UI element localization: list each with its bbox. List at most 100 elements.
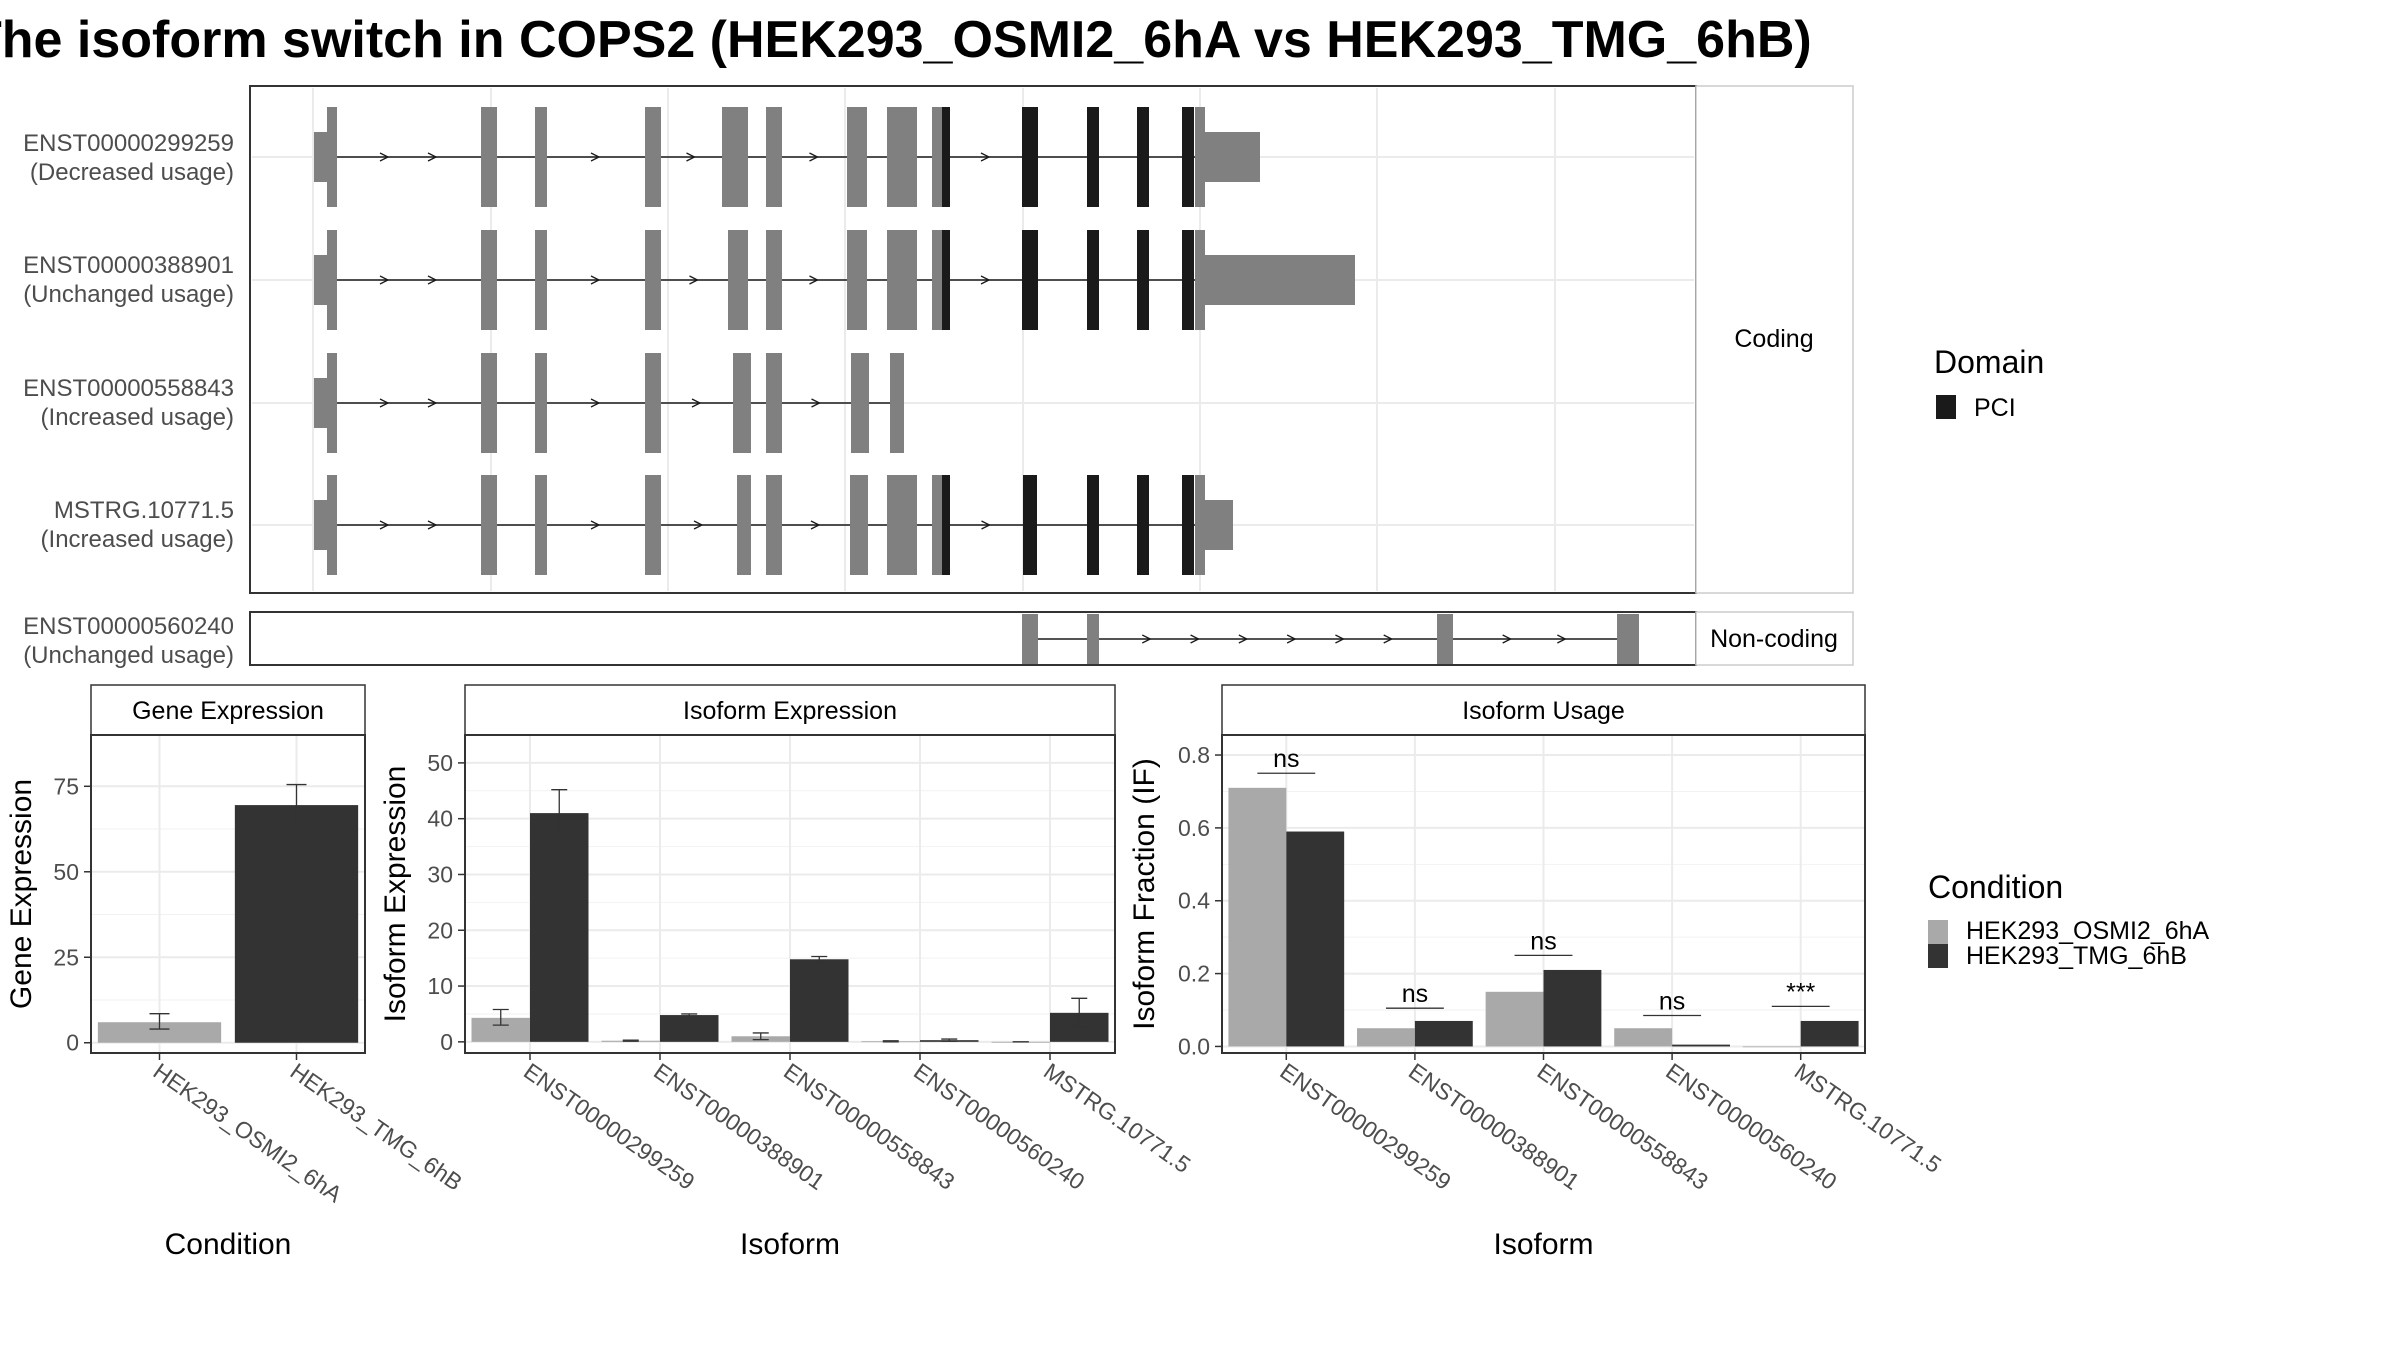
isoform-usage-label: (Decreased usage) xyxy=(30,159,234,186)
pci-domain-exon xyxy=(1182,107,1194,207)
significance-label: ns xyxy=(1273,745,1299,773)
y-tick-label: 0.2 xyxy=(1178,961,1210,987)
isoform-label: ENST00000560240 xyxy=(23,613,234,640)
figure-title: The isoform switch in COPS2 (HEK293_OSMI… xyxy=(0,11,1812,69)
exon xyxy=(1205,132,1260,182)
isoform-structure-plot: Coding Non-coding ENST00000299259 (Decre… xyxy=(23,85,1854,669)
bar xyxy=(1228,787,1287,1047)
direction-arrow xyxy=(379,520,390,530)
exon xyxy=(481,475,497,575)
direction-arrow xyxy=(379,398,390,408)
exon xyxy=(481,230,497,330)
isoform-usage-label: (Increased usage) xyxy=(41,404,234,431)
isoform-label: ENST00000558843 xyxy=(23,375,234,402)
isoform-usage-label: (Unchanged usage) xyxy=(23,281,234,308)
transcript-model xyxy=(1022,614,1639,664)
transcript-models xyxy=(314,107,1639,664)
exon xyxy=(1195,475,1205,575)
y-tick-label: 10 xyxy=(427,973,453,999)
y-axis-title: Gene Expression xyxy=(5,779,38,1009)
direction-arrow xyxy=(1502,634,1513,644)
exon xyxy=(887,475,917,575)
exon xyxy=(766,353,782,453)
direction-arrow xyxy=(809,275,819,285)
gene-expression-chart: Gene Expression0255075HEK293_OSMI2_6hAHE… xyxy=(5,684,467,1261)
bar xyxy=(530,813,589,1042)
transcript-model xyxy=(314,230,1355,330)
condition-legend: Condition HEK293_OSMI2_6hA HEK293_TMG_6h… xyxy=(1928,869,2210,970)
facet-label-noncoding: Non-coding xyxy=(1710,625,1838,653)
direction-arrow xyxy=(980,152,991,162)
direction-arrow xyxy=(590,520,601,530)
bar xyxy=(471,1017,530,1042)
pci-domain-exon xyxy=(942,475,950,575)
x-axis-title: Isoform xyxy=(1493,1228,1593,1261)
transcript-model xyxy=(314,107,1260,207)
y-tick-label: 25 xyxy=(53,944,79,970)
exon xyxy=(1437,614,1453,664)
exon xyxy=(766,107,782,207)
x-axis-title: Isoform xyxy=(740,1228,840,1261)
direction-arrow xyxy=(379,152,390,162)
pci-domain-exon xyxy=(1023,475,1037,575)
exon xyxy=(733,353,751,453)
significance-label: ns xyxy=(1659,987,1685,1015)
pci-domain-exon xyxy=(1137,107,1149,207)
y-tick-label: 40 xyxy=(427,806,453,832)
exon xyxy=(481,353,497,453)
y-tick-label: 0 xyxy=(66,1030,79,1056)
exon xyxy=(314,132,328,182)
direction-arrow xyxy=(809,152,819,162)
x-axis-title: Condition xyxy=(165,1228,292,1261)
y-tick-label: 0.4 xyxy=(1178,888,1210,914)
exon xyxy=(851,353,869,453)
bar xyxy=(660,1015,719,1042)
legend-key-osmi2 xyxy=(1928,920,1948,944)
exon xyxy=(535,353,547,453)
bar xyxy=(1357,1028,1415,1047)
exon xyxy=(535,230,547,330)
isoform-expression-chart: Isoform Expression01020304050ENST0000029… xyxy=(379,684,1195,1261)
exon xyxy=(847,107,867,207)
panel-strip xyxy=(464,684,1116,736)
direction-arrow xyxy=(981,520,991,530)
exon xyxy=(887,107,917,207)
direction-arrow xyxy=(590,152,601,162)
exon xyxy=(314,378,328,428)
condition-legend-title: Condition xyxy=(1928,869,2063,905)
pci-domain-exon xyxy=(1087,107,1099,207)
noncoding-strip xyxy=(1695,611,1854,666)
y-tick-label: 75 xyxy=(53,773,79,799)
panel-title: Isoform Usage xyxy=(1462,697,1625,725)
bar xyxy=(1672,1044,1730,1047)
direction-arrow xyxy=(811,398,821,408)
isoform-label: ENST00000388901 xyxy=(23,252,234,279)
pci-domain-exon xyxy=(1137,230,1149,330)
panel-strip xyxy=(90,684,366,736)
direction-arrow xyxy=(1141,634,1152,644)
exon xyxy=(314,255,328,305)
exon xyxy=(1022,614,1038,664)
exon xyxy=(327,107,337,207)
y-tick-label: 50 xyxy=(427,750,453,776)
exon xyxy=(645,230,661,330)
panel-title: Isoform Expression xyxy=(683,697,897,725)
exon xyxy=(1205,255,1355,305)
exon xyxy=(645,475,661,575)
legend-key-pci xyxy=(1936,395,1956,419)
exon xyxy=(728,230,748,330)
exon xyxy=(535,475,547,575)
y-tick-label: 0.6 xyxy=(1178,815,1210,841)
pci-domain-exon xyxy=(1182,230,1194,330)
exon xyxy=(327,475,337,575)
exon xyxy=(314,500,328,550)
direction-arrow xyxy=(693,520,704,530)
domain-legend: Domain PCI xyxy=(1934,344,2044,422)
bar xyxy=(1800,1020,1859,1047)
bar xyxy=(1742,1046,1801,1048)
transcript-model xyxy=(314,353,904,453)
y-tick-label: 30 xyxy=(427,861,453,887)
bar xyxy=(97,1022,222,1043)
direction-arrow xyxy=(689,275,699,285)
